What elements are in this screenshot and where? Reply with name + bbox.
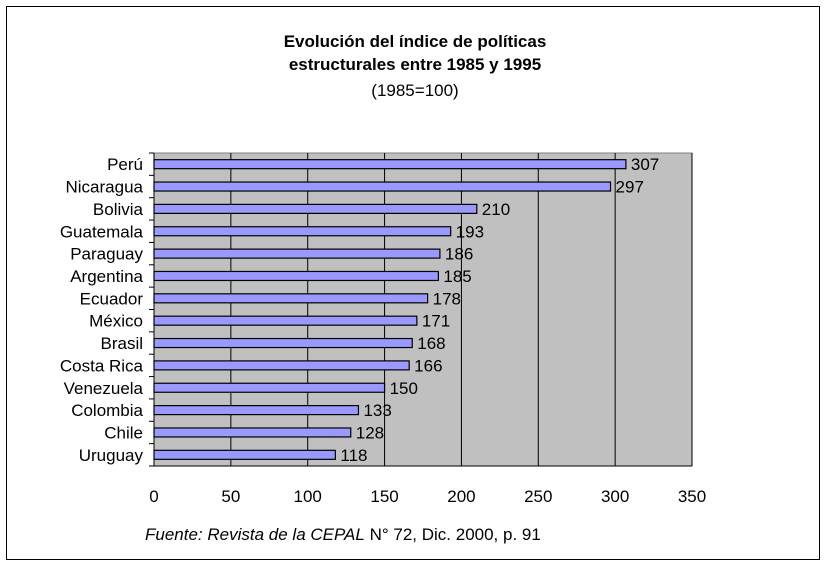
bar-12: [153, 427, 352, 438]
data-label-9: 166: [414, 356, 442, 375]
category-label-4: Paraguay: [70, 245, 143, 264]
chart-subtitle: (1985=100): [371, 81, 459, 100]
data-label-5: 185: [443, 267, 471, 286]
bar-7: [153, 315, 418, 326]
category-label-8: Brasil: [100, 334, 143, 353]
bar-3: [153, 226, 452, 237]
bar-2: [153, 203, 478, 214]
bar-4: [153, 248, 441, 259]
bar-1: [153, 181, 612, 192]
data-label-3: 193: [456, 222, 484, 241]
bar-5: [153, 270, 439, 282]
category-label-2: Bolivia: [93, 200, 144, 219]
plot-area: [153, 152, 693, 467]
category-label-7: México: [89, 312, 143, 331]
data-label-7: 171: [422, 312, 450, 331]
x-tick-label-2: 100: [294, 487, 322, 506]
bar-6: [153, 293, 429, 304]
data-label-1: 297: [616, 178, 644, 197]
data-label-8: 168: [417, 334, 445, 353]
data-label-12: 128: [356, 423, 384, 442]
bar-10: [153, 382, 386, 393]
chart-title-line-2: estructurales entre 1985 y 1995: [288, 55, 542, 74]
source-suffix: N° 72, Dic. 2000, p. 91: [364, 525, 541, 544]
category-label-11: Colombia: [71, 401, 143, 420]
x-tick-label-6: 300: [601, 487, 629, 506]
category-label-9: Costa Rica: [60, 356, 144, 375]
x-tick-label-3: 150: [370, 487, 398, 506]
bar-9: [153, 360, 410, 371]
data-label-11: 133: [363, 401, 391, 420]
category-label-12: Chile: [104, 423, 143, 442]
x-tick-label-4: 200: [447, 487, 475, 506]
bar-13: [153, 449, 336, 460]
data-label-4: 186: [445, 245, 473, 264]
category-label-3: Guatemala: [60, 222, 144, 241]
x-tick-label-0: 0: [149, 487, 158, 506]
x-tick-label-5: 250: [524, 487, 552, 506]
x-tick-label-7: 350: [678, 487, 706, 506]
category-label-10: Venezuela: [64, 379, 144, 398]
data-label-2: 210: [482, 200, 510, 219]
data-label-0: 307: [631, 155, 659, 174]
category-label-1: Nicaragua: [66, 178, 144, 197]
source-italic: Fuente: Revista de la CEPAL: [145, 525, 365, 544]
category-label-6: Ecuador: [80, 289, 144, 308]
bar-0: [153, 159, 627, 170]
data-label-6: 178: [433, 289, 461, 308]
chart-title-line-1: Evolución del índice de políticas: [283, 32, 547, 51]
bar-11: [153, 405, 360, 416]
data-label-13: 118: [340, 446, 367, 465]
source-note: Fuente: Revista de la CEPAL N° 72, Dic. …: [145, 525, 541, 545]
data-label-10: 150: [390, 379, 418, 398]
category-label-0: Perú: [107, 155, 143, 174]
category-label-5: Argentina: [70, 267, 143, 286]
bar-8: [153, 337, 413, 349]
category-label-13: Uruguay: [79, 446, 144, 465]
x-tick-label-1: 50: [221, 487, 240, 506]
